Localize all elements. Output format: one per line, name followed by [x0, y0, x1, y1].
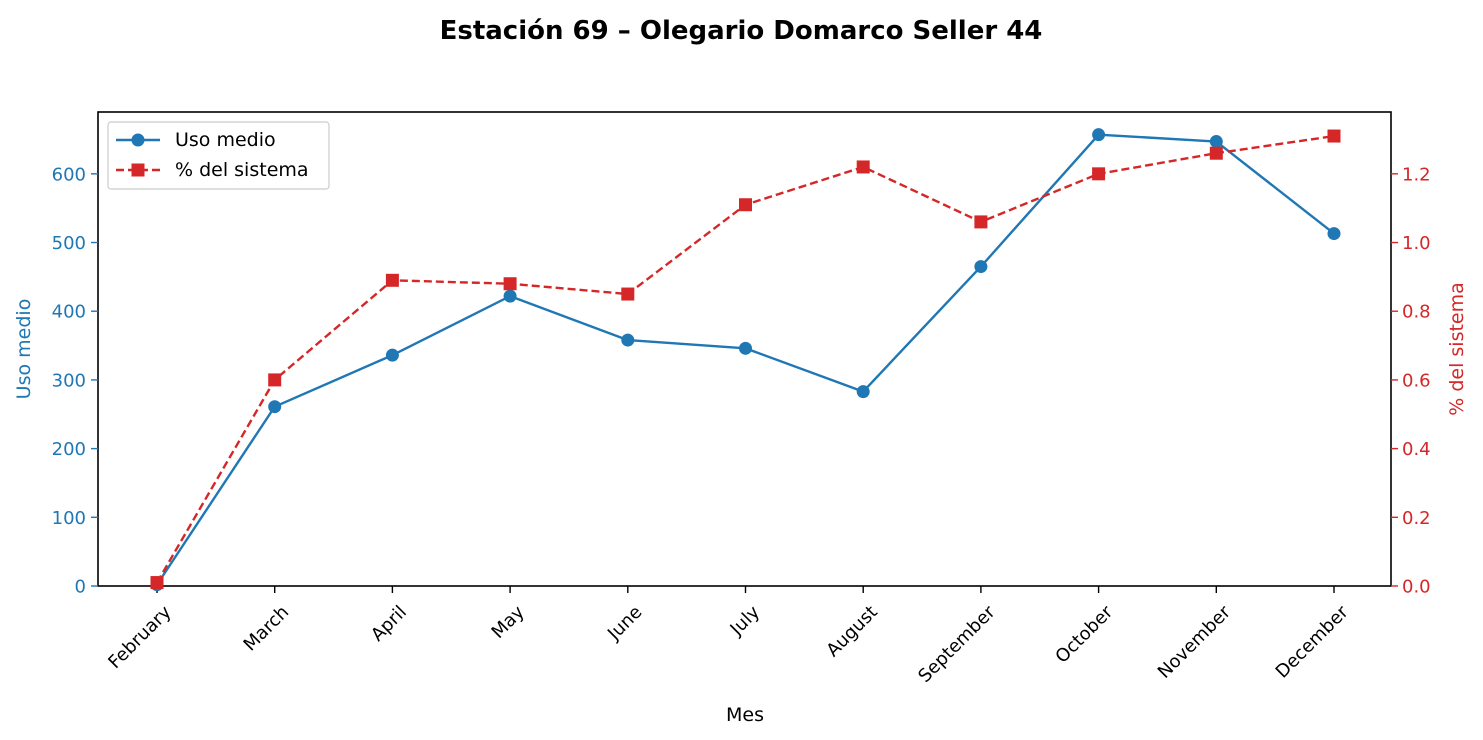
data-point-pct-sistema — [856, 160, 870, 174]
legend-marker-pct-sistema — [131, 163, 145, 177]
series-layer — [150, 128, 1341, 592]
x-tick-label: February — [104, 601, 175, 672]
data-point-pct-sistema — [1327, 129, 1341, 143]
data-point-uso-medio — [621, 333, 635, 347]
right-y-axis-label: % del sistema — [1446, 282, 1468, 416]
x-tick-label: May — [488, 601, 529, 642]
data-point-pct-sistema — [503, 277, 517, 291]
legend-label-uso-medio: Uso medio — [175, 129, 276, 151]
x-tick-label: March — [240, 602, 294, 656]
data-point-pct-sistema — [385, 273, 399, 287]
data-point-pct-sistema — [974, 215, 988, 229]
right-y-axis: 0.0 0.2 0.4 0.6 0.8 1.0 1.2 — [1391, 164, 1431, 598]
data-point-pct-sistema — [1209, 146, 1223, 160]
legend-box — [107, 121, 330, 190]
data-point-uso-medio — [739, 341, 752, 355]
right-y-tick-label: 0.6 — [1402, 370, 1431, 391]
x-tick-label: October — [1051, 601, 1117, 667]
data-point-pct-sistema — [268, 373, 282, 387]
x-tick-label: September — [914, 601, 1000, 687]
data-point-pct-sistema — [739, 198, 752, 212]
data-point-uso-medio — [385, 348, 399, 362]
x-axis-label: Mes — [726, 704, 764, 726]
legend-label-pct-sistema: % del sistema — [175, 159, 309, 181]
right-y-tick-label: 0.0 — [1402, 577, 1431, 598]
data-point-uso-medio — [268, 400, 282, 414]
data-point-pct-sistema — [1092, 167, 1106, 181]
right-y-tick-label: 0.4 — [1402, 439, 1431, 460]
right-y-tick-label: 0.8 — [1402, 302, 1431, 323]
left-y-axis: 0 100 200 300 400 500 600 — [52, 164, 98, 598]
data-point-uso-medio — [974, 260, 988, 274]
data-point-uso-medio — [856, 385, 870, 399]
left-y-tick-label: 200 — [52, 439, 86, 460]
legend: Uso medio % del sistema — [107, 121, 330, 190]
legend-marker-uso-medio — [131, 133, 145, 147]
left-y-tick-label: 600 — [52, 164, 86, 185]
plot-area-frame — [97, 111, 1392, 587]
left-y-tick-label: 300 — [52, 370, 86, 391]
left-y-axis-label: Uso medio — [13, 299, 35, 400]
x-tick-label: August — [822, 602, 881, 661]
right-y-tick-label: 0.2 — [1402, 508, 1431, 529]
data-point-uso-medio — [1209, 135, 1223, 149]
data-point-uso-medio — [1092, 128, 1106, 142]
x-tick-label: July — [726, 601, 765, 640]
x-axis: February March April May June July August Septe… — [104, 586, 1353, 687]
data-point-pct-sistema — [150, 576, 164, 590]
x-tick-label: November — [1154, 601, 1235, 682]
data-point-uso-medio — [1327, 227, 1341, 241]
data-point-uso-medio — [503, 289, 517, 303]
x-tick-label: June — [603, 602, 646, 645]
left-y-tick-label: 500 — [52, 233, 86, 254]
left-y-tick-label: 0 — [75, 577, 86, 598]
chart-title: Estación 69 – Olegario Domarco Seller 44 — [440, 16, 1043, 46]
right-y-tick-label: 1.0 — [1402, 233, 1431, 254]
x-tick-label: April — [367, 602, 411, 646]
right-y-tick-label: 1.2 — [1402, 164, 1431, 185]
left-y-tick-label: 400 — [52, 302, 86, 323]
data-point-pct-sistema — [621, 287, 635, 301]
x-tick-label: December — [1272, 601, 1353, 682]
left-y-tick-label: 100 — [52, 508, 86, 529]
